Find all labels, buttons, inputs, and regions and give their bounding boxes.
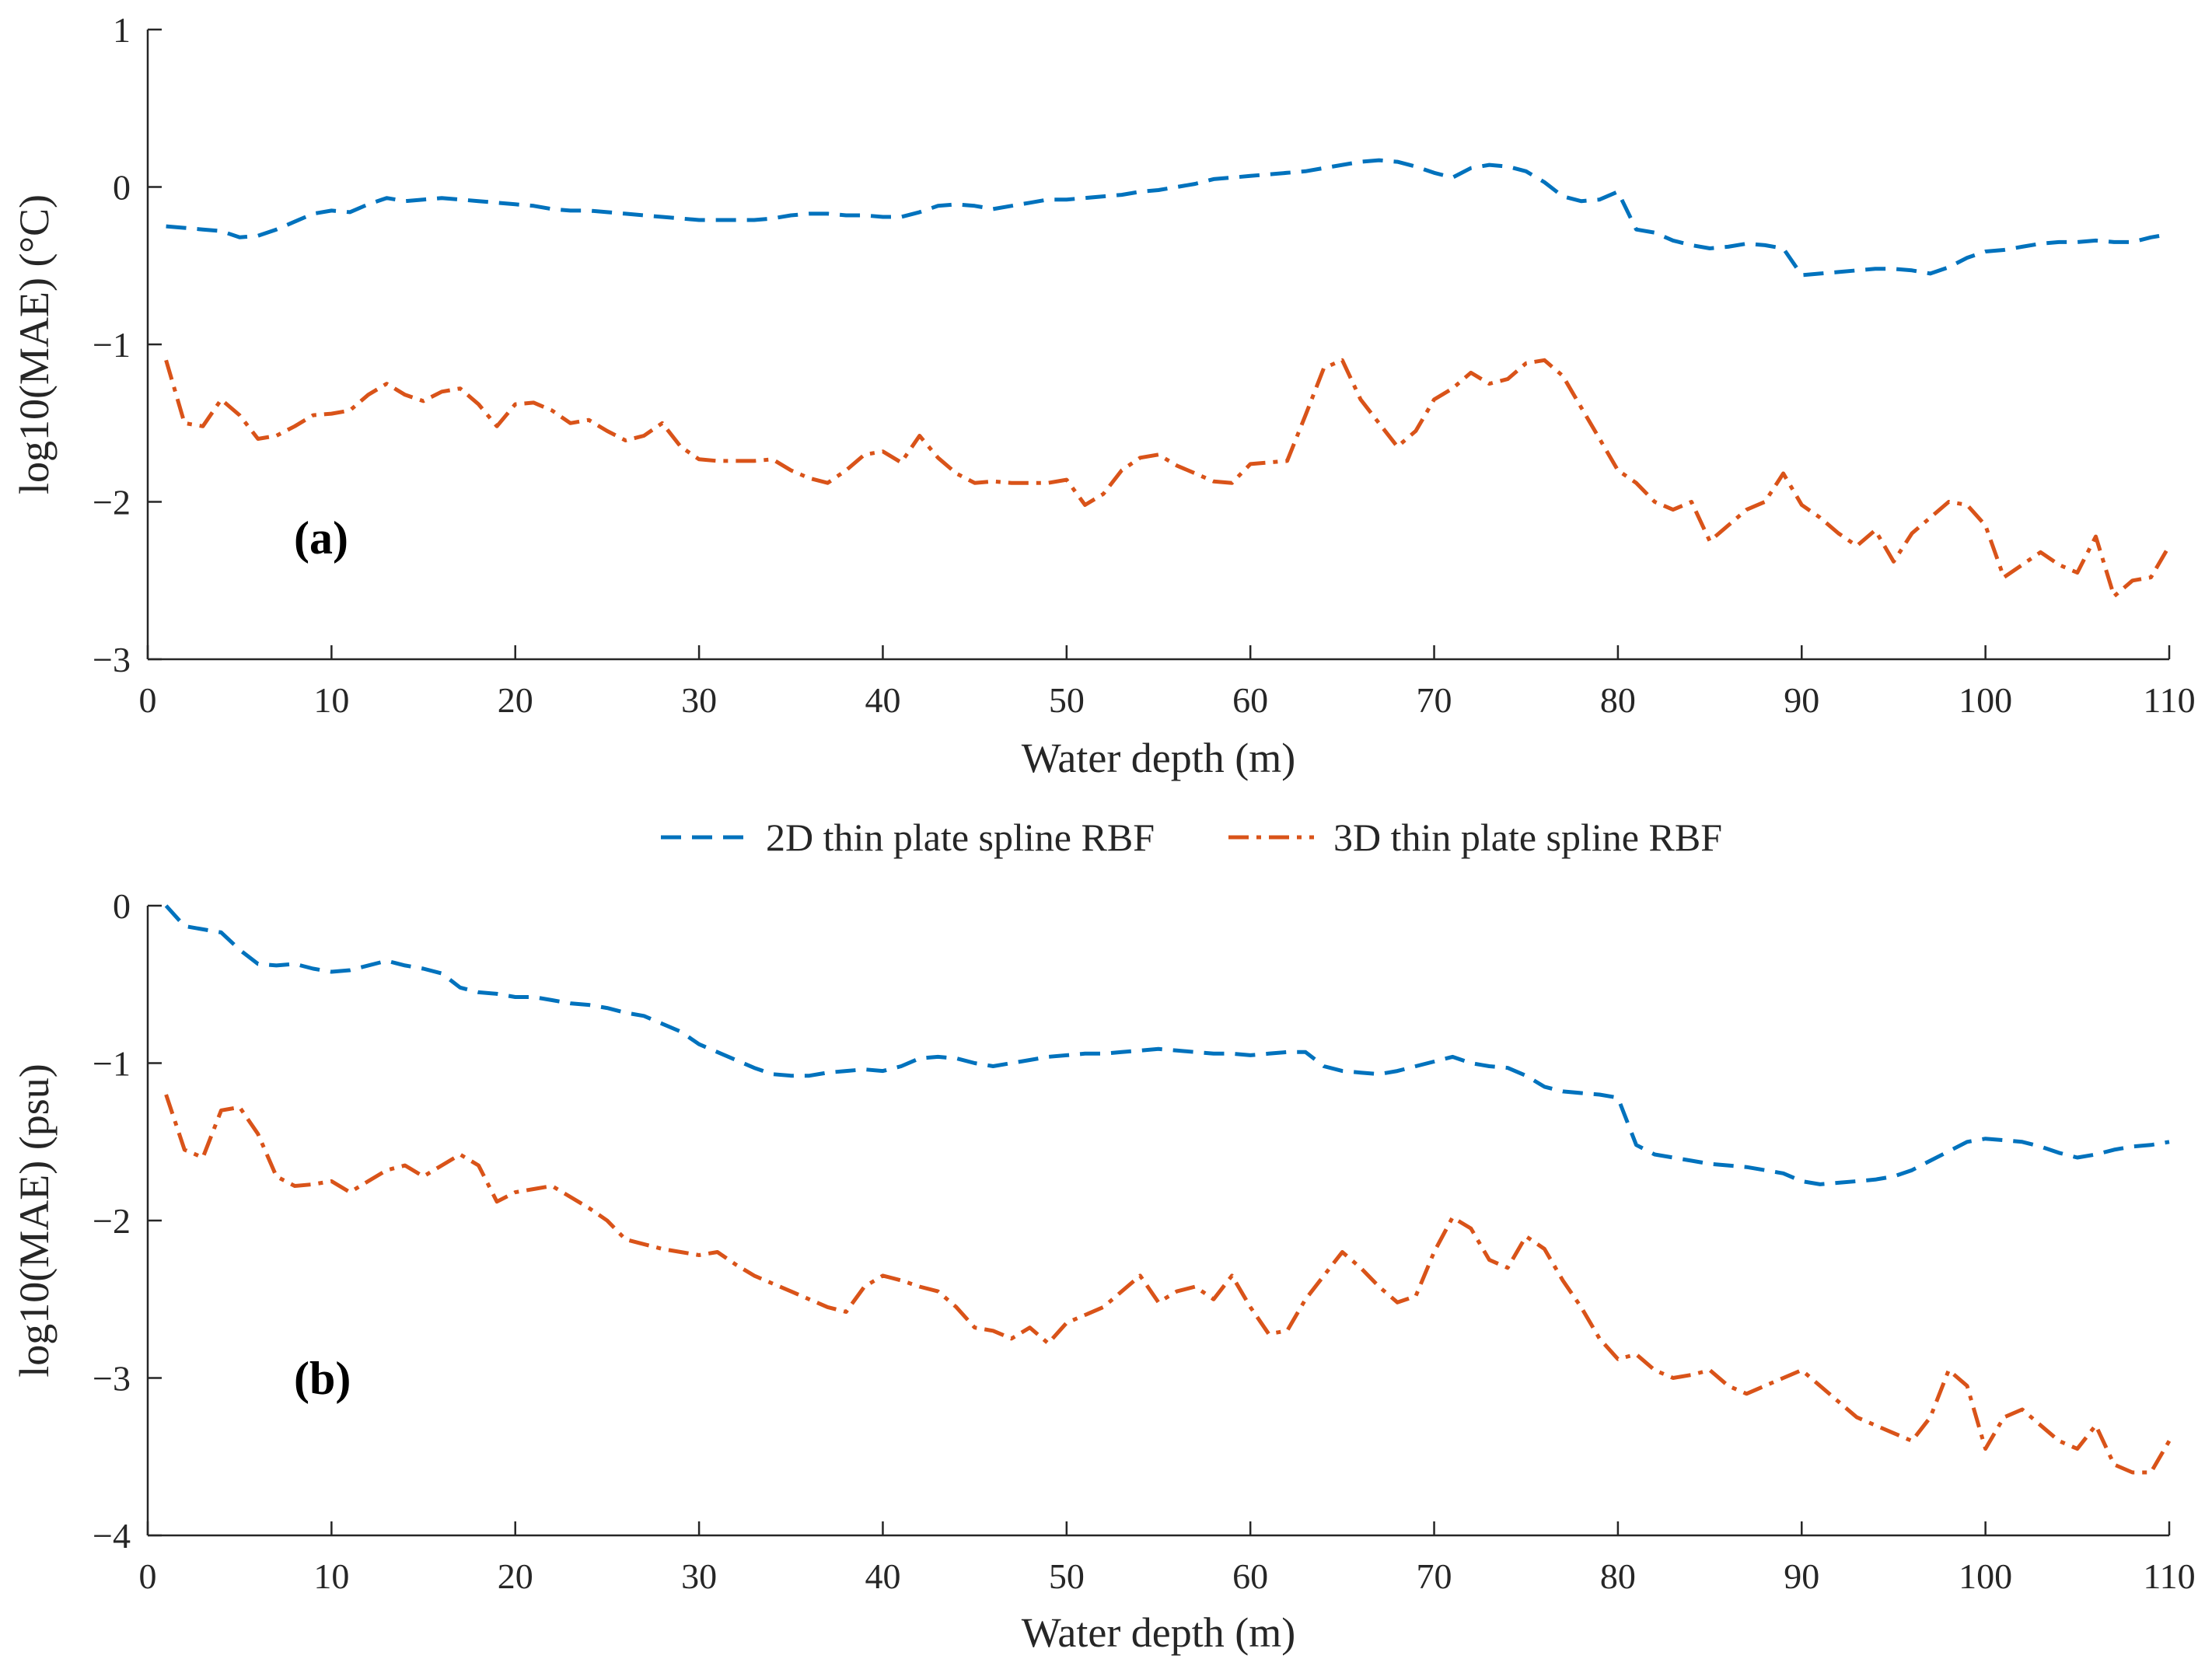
panel-b-x-tick-label: 10 — [313, 1556, 349, 1596]
panel-a-x-tick-label: 80 — [1600, 680, 1636, 720]
panel-b-y-axis-title: log10(MAE) (psu) — [11, 1064, 58, 1377]
panel-b-x-tick-label: 20 — [498, 1556, 533, 1596]
panel-a-x-tick-label: 0 — [139, 680, 157, 720]
panel-b-y-tick-label: −4 — [93, 1516, 131, 1556]
panel-b-x-tick-label: 60 — [1232, 1556, 1268, 1596]
panel-a-y-tick-label: 0 — [113, 168, 131, 208]
panel-b-x-tick-label: 40 — [865, 1556, 900, 1596]
panel-b-label: (b) — [294, 1353, 351, 1404]
panel-b-y-tick-label: 0 — [113, 886, 131, 926]
panel-a-x-tick-label: 10 — [313, 680, 349, 720]
panel-a-series-2d-line — [166, 158, 2170, 278]
panel-b-x-tick-label: 0 — [139, 1556, 157, 1596]
legend: 2D thin plate spline RBF 3D thin plate s… — [661, 816, 1722, 859]
panel-a-y-tick-label: −1 — [93, 325, 131, 365]
panel-a-y-tick-label: −2 — [93, 483, 131, 522]
panel-b-x-tick-label: 100 — [1959, 1556, 2012, 1596]
panel-a-series-3d-line — [164, 358, 2172, 599]
panel-b-x-tick-label: 90 — [1784, 1556, 1819, 1596]
panel-b-y-tick-label: −2 — [93, 1201, 131, 1241]
panel-b-series-3d-line — [164, 1094, 2172, 1475]
panel-a-label: (a) — [294, 512, 348, 564]
panel-a-x-tick-label: 30 — [681, 680, 717, 720]
panel-a-x-tick-label: 90 — [1784, 680, 1819, 720]
panel-a-chart: 0 10 20 30 40 50 60 70 80 90 100 110 −3 −2 −1 0 1 Water d… — [11, 10, 2196, 781]
panel-a-x-tick-label: 70 — [1417, 680, 1452, 720]
panel-a-x-axis-title: Water depth (m) — [1022, 735, 1296, 781]
panel-b-x-axis-title: Water depth (m) — [1022, 1609, 1296, 1656]
panel-a-y-axis-title: log10(MAE) (°C) — [11, 194, 58, 494]
legend-label-3d: 3D thin plate spline RBF — [1333, 816, 1722, 859]
panel-b-y-tick-label: −1 — [93, 1044, 131, 1084]
panel-b-x-tick-label: 80 — [1600, 1556, 1636, 1596]
panel-b-series-2d-line — [164, 904, 2170, 1186]
panel-b-chart: 0 10 20 30 40 50 60 70 80 90 100 110 −4 −3 −2 −1 0 Water … — [11, 886, 2196, 1656]
panel-a-y-tick-label: 1 — [113, 10, 131, 50]
panel-a-x-tick-label: 100 — [1959, 680, 2012, 720]
panel-a-x-tick-label: 20 — [498, 680, 533, 720]
panel-b-x-tick-label: 50 — [1049, 1556, 1085, 1596]
panel-b-x-tick-label: 110 — [2143, 1556, 2195, 1596]
panel-b-x-tick-label: 70 — [1417, 1556, 1452, 1596]
legend-label-2d: 2D thin plate spline RBF — [766, 816, 1155, 859]
panel-a-y-tick-label: −3 — [93, 640, 131, 679]
panel-b-x-tick-label: 30 — [681, 1556, 717, 1596]
panel-b-y-tick-label: −3 — [93, 1359, 131, 1399]
panel-a-x-tick-label: 60 — [1232, 680, 1268, 720]
panel-a-x-tick-label: 110 — [2143, 680, 2195, 720]
panel-a-x-tick-label: 40 — [865, 680, 900, 720]
panel-a-x-tick-label: 50 — [1049, 680, 1085, 720]
